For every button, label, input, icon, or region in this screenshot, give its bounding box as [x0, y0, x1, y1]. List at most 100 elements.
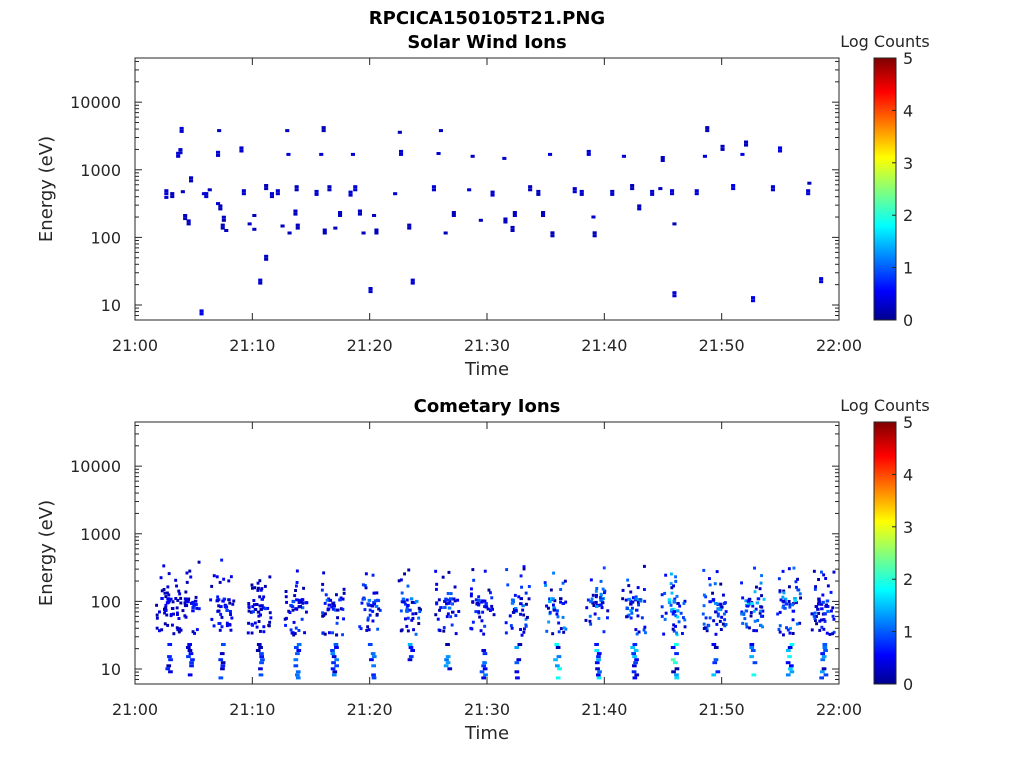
- heatmap-cell: [517, 643, 523, 646]
- heatmap-cell: [408, 646, 414, 649]
- heatmap-cell: [817, 602, 820, 606]
- heatmap-cell: [716, 602, 720, 606]
- heatmap-cell: [216, 202, 221, 206]
- heatmap-cell: [195, 628, 199, 632]
- heatmap-cell: [376, 599, 381, 603]
- heatmap-cell: [602, 630, 606, 634]
- heatmap-cell: [606, 616, 609, 620]
- heatmap-cell: [632, 655, 637, 659]
- heatmap-cell: [293, 664, 299, 668]
- heatmap-cell: [595, 667, 600, 671]
- heatmap-cell: [793, 599, 797, 603]
- heatmap-cell: [510, 601, 515, 605]
- heatmap-cell: [256, 643, 262, 646]
- heatmap-cell: [322, 231, 327, 235]
- heatmap-cell: [252, 214, 257, 217]
- heatmap-cell: [528, 185, 533, 189]
- heatmap-cell: [714, 602, 718, 605]
- heatmap-cell: [179, 601, 183, 605]
- heatmap-cell: [675, 594, 679, 598]
- heatmap-cell: [294, 188, 299, 192]
- heatmap-cell: [169, 597, 173, 601]
- heatmap-cells: [155, 558, 836, 680]
- heatmap-cell: [556, 609, 559, 613]
- heatmap-cell: [829, 590, 833, 594]
- heatmap-cell: [831, 614, 835, 618]
- heatmap-cell: [190, 658, 195, 662]
- heatmap-cell: [256, 581, 260, 585]
- heatmap-cell: [484, 605, 489, 609]
- heatmap-cell: [637, 630, 641, 634]
- heatmap-cell: [293, 209, 298, 213]
- heatmap-cell: [353, 185, 358, 189]
- heatmap-cell: [447, 606, 452, 610]
- heatmap-cell: [215, 599, 219, 603]
- heatmap-cell: [601, 587, 605, 591]
- heatmap-cell: [174, 578, 178, 582]
- heatmap-cell: [477, 598, 481, 602]
- heatmap-cell: [541, 211, 546, 214]
- heatmap-cell: [357, 209, 362, 213]
- heatmap-cell: [417, 606, 421, 610]
- heatmap-cell: [787, 567, 791, 571]
- heatmap-cell: [370, 604, 375, 608]
- heatmap-cell: [716, 614, 720, 618]
- heatmap-cell: [258, 278, 263, 282]
- heatmap-cell: [594, 661, 600, 665]
- heatmap-cell: [603, 589, 607, 593]
- heatmap-cell: [269, 192, 274, 196]
- heatmap-cell: [262, 630, 266, 634]
- heatmap-cell: [592, 604, 596, 607]
- heatmap-cell: [438, 129, 443, 133]
- heatmap-cell: [218, 676, 224, 680]
- heatmap-cell: [756, 597, 761, 601]
- colorbar-label: Log Counts: [840, 32, 930, 51]
- heatmap-cell: [744, 622, 748, 626]
- heatmap-cell: [293, 212, 298, 216]
- colorbar-tick-label: 3: [903, 154, 913, 173]
- colorbar-label: Log Counts: [840, 396, 930, 415]
- heatmap-cell: [813, 611, 817, 615]
- heatmap-cell: [477, 595, 481, 599]
- heatmap-cell: [521, 608, 525, 612]
- heatmap-cell: [718, 608, 722, 612]
- heatmap-cell: [719, 628, 723, 631]
- heatmap-cell: [562, 626, 566, 630]
- heatmap-cell: [405, 598, 409, 602]
- heatmap-cell: [584, 618, 588, 622]
- heatmap-cell: [364, 572, 368, 576]
- heatmap-cell: [370, 652, 376, 656]
- heatmap-cell: [222, 577, 226, 581]
- heatmap-cell: [671, 670, 676, 674]
- heatmap-cell: [209, 598, 213, 602]
- heatmap-cell: [166, 585, 170, 589]
- colorbar-ticks: 0 1 2 3 4 5: [892, 49, 913, 330]
- heatmap-cell: [246, 631, 250, 635]
- heatmap-cell: [372, 591, 376, 595]
- x-tick-label: 21:40: [581, 336, 627, 355]
- heatmap-cell: [536, 192, 541, 196]
- heatmap-cell: [711, 591, 714, 595]
- heatmap-cell: [336, 616, 339, 620]
- heatmap-cell: [470, 592, 473, 596]
- heatmap-cell: [786, 628, 790, 632]
- heatmap-cell: [761, 609, 765, 613]
- heatmap-cell: [170, 607, 175, 610]
- heatmap-cell: [324, 612, 327, 616]
- y-tick-label: 1000: [80, 161, 121, 180]
- heatmap-cell: [364, 586, 368, 590]
- heatmap-cell: [268, 620, 272, 624]
- heatmap-cell: [555, 612, 559, 616]
- heatmap-cell: [514, 608, 518, 612]
- heatmap-cell: [597, 617, 601, 620]
- heatmap-cell: [760, 594, 763, 598]
- heatmap-cell: [217, 604, 221, 608]
- heatmap-cell: [225, 624, 229, 628]
- heatmap-cell: [672, 222, 677, 226]
- heatmap-cell: [519, 597, 523, 601]
- heatmap-cell: [406, 584, 410, 588]
- heatmap-cell: [528, 188, 533, 192]
- heatmap-cell: [431, 185, 436, 189]
- heatmap-cell: [397, 579, 401, 583]
